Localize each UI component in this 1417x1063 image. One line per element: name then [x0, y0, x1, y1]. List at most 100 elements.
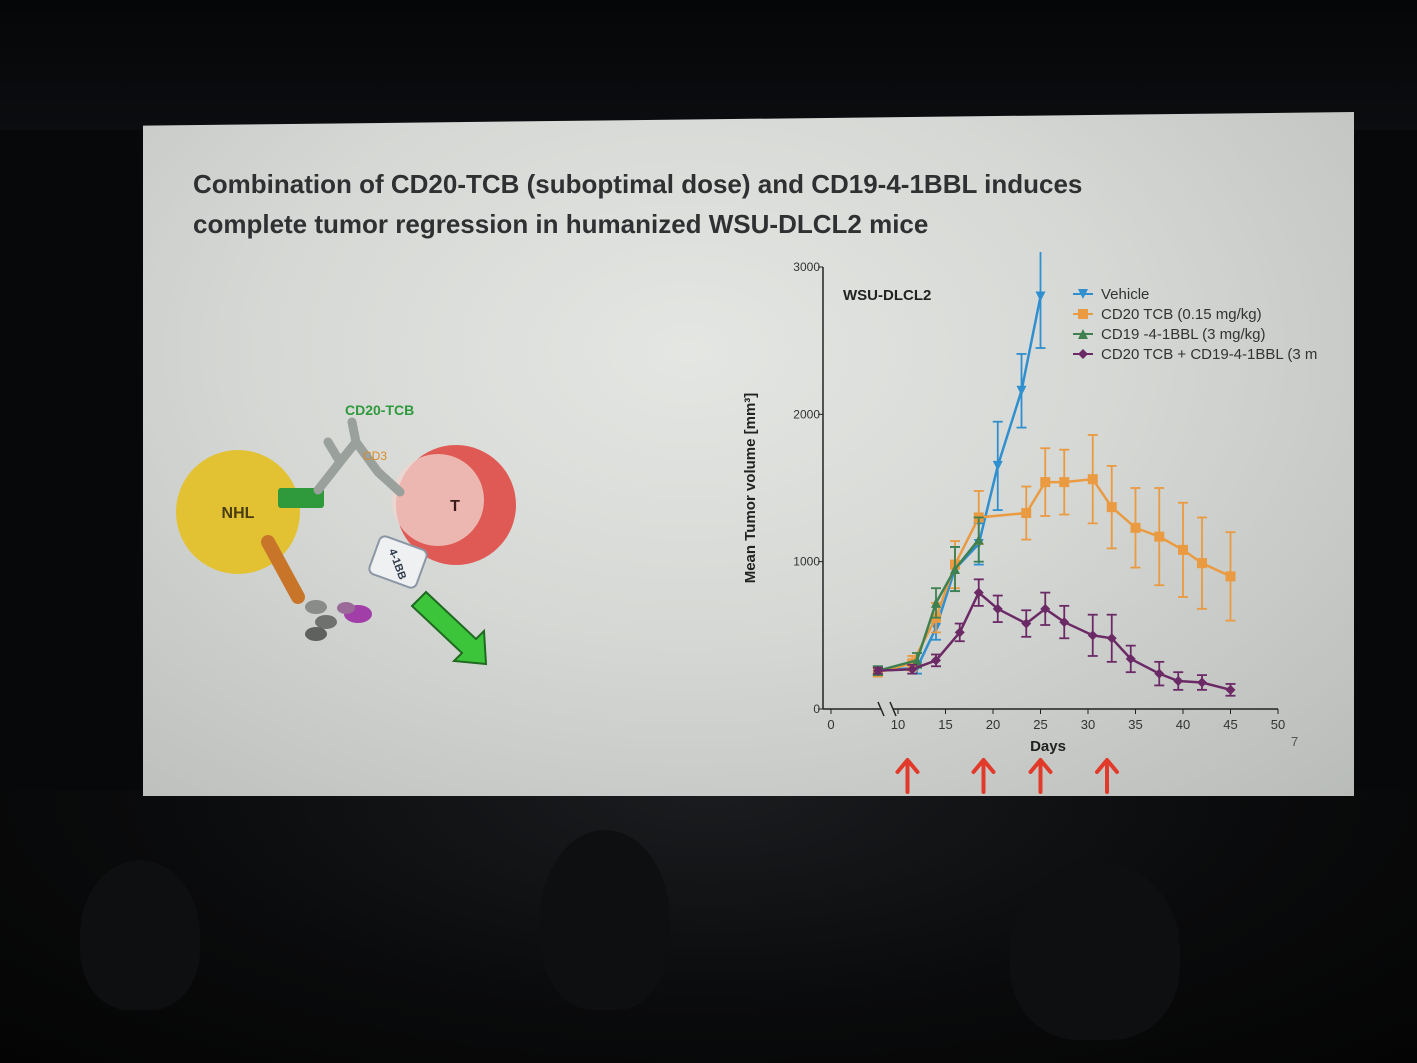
data-point	[1154, 531, 1165, 542]
cd3-label: CD3	[363, 449, 387, 463]
y-ticks: 0 1000 2000 3000	[793, 260, 823, 716]
tcb-antibody	[313, 417, 405, 497]
data-point	[1225, 684, 1236, 695]
x-tick-label: 25	[1033, 717, 1047, 732]
data-point	[907, 664, 918, 675]
treatment-arrow	[1028, 758, 1053, 794]
x-tick-label: 20	[986, 717, 1000, 732]
data-point	[872, 665, 883, 676]
legend-label: CD20 TCB + CD19-4-1BBL (3 mg/kg)	[1101, 346, 1318, 363]
mechanism-diagram: NHL T CD20-TCB CD3 4-1BB	[176, 402, 516, 666]
x-tick-label: 15	[938, 717, 952, 732]
data-point	[1078, 349, 1088, 359]
data-point	[1197, 558, 1207, 569]
data-point	[1178, 544, 1188, 555]
data-point	[1040, 477, 1051, 488]
data-point	[1016, 385, 1027, 396]
audience-head	[80, 860, 200, 1010]
fusion-domain	[305, 600, 327, 614]
data-point	[1125, 653, 1136, 664]
slide-title: Combination of CD20-TCB (suboptimal dose…	[193, 164, 1193, 244]
x-axis-label: Days	[1030, 738, 1066, 755]
treatment-arrow	[895, 758, 920, 794]
presentation-slide: Combination of CD20-TCB (suboptimal dose…	[143, 112, 1354, 796]
x-tick-label: 0	[827, 717, 834, 732]
slide-title-line-2: complete tumor regression in humanized W…	[193, 209, 929, 239]
slide-title-line-1: Combination of CD20-TCB (suboptimal dose…	[193, 169, 1083, 199]
audience-head	[540, 830, 670, 1010]
fusion-domain	[315, 615, 337, 629]
4-1bb-receptor	[368, 535, 428, 589]
data-point	[992, 603, 1003, 614]
chart-inset-label: WSU-DLCL2	[843, 287, 931, 304]
data-point	[1078, 329, 1088, 339]
data-point	[1021, 508, 1032, 519]
data-point	[1059, 477, 1070, 488]
page-number: 7	[1291, 734, 1299, 749]
legend-item: Vehicle	[1073, 286, 1149, 303]
treatment-arrow	[971, 758, 996, 794]
legend-item: CD20 TCB + CD19-4-1BBL (3 mg/kg)	[1073, 346, 1318, 363]
y-tick-label: 0	[813, 702, 820, 716]
axis-break-mark	[889, 701, 897, 717]
x-tick-label: 10	[891, 717, 905, 732]
data-point	[1059, 617, 1070, 628]
series-line	[877, 590, 1231, 692]
y-axis-label: Mean Tumor volume [mm³]	[742, 393, 759, 584]
data-point	[973, 534, 984, 545]
x-tick-label: 30	[1081, 717, 1095, 732]
data-point	[1021, 618, 1032, 629]
data-point	[973, 587, 984, 598]
y-tick-label: 2000	[793, 407, 820, 421]
x-tick-label: 45	[1223, 717, 1237, 732]
data-point	[1078, 309, 1088, 319]
y-tick-label: 3000	[793, 260, 820, 274]
data-point	[1106, 502, 1117, 513]
x-tick-label: 35	[1128, 717, 1142, 732]
legend-label: CD20 TCB (0.15 mg/kg)	[1101, 306, 1262, 323]
legend-label: Vehicle	[1101, 286, 1149, 303]
t-cell-label: T	[450, 498, 460, 515]
series-group	[872, 252, 1236, 697]
data-point	[1106, 633, 1117, 644]
highlight-arrow	[410, 590, 488, 666]
treatment-arrow	[1095, 758, 1119, 794]
x-tick-label: 50	[1271, 717, 1285, 732]
data-point	[1154, 668, 1165, 679]
data-point	[1173, 676, 1184, 687]
fusion-domain	[305, 627, 327, 641]
legend-label: CD19 -4-1BBL (3 mg/kg)	[1101, 326, 1266, 343]
t-cell-highlight	[392, 454, 484, 546]
bbl-ligand	[337, 602, 355, 614]
data-point	[1078, 289, 1088, 299]
cd20-tcb-label: CD20-TCB	[345, 402, 414, 418]
axis-break-mark	[877, 701, 885, 717]
data-point	[992, 460, 1003, 471]
data-point	[954, 627, 965, 638]
data-series	[872, 578, 1236, 697]
audience-head	[1010, 860, 1180, 1040]
data-point	[1197, 677, 1207, 688]
y-tick-label: 1000	[793, 555, 820, 569]
data-point	[1130, 522, 1141, 533]
legend: Vehicle CD20 TCB (0.15 mg/kg) CD19 -4-1BBL…	[1073, 286, 1318, 363]
x-ticks: 0 10 15 20 25 30 35 40 45 50	[827, 709, 1285, 732]
data-point	[912, 655, 922, 666]
data-point	[931, 597, 941, 608]
data-point	[1087, 630, 1098, 641]
cd20-receptor	[278, 488, 324, 508]
axis-break	[877, 701, 897, 717]
room-background-top	[0, 0, 1417, 130]
tumor-volume-chart: 0 1000 2000 3000 0 10 15 20 25 30 35 40 45 50 Days M…	[742, 252, 1318, 755]
data-point	[907, 658, 918, 669]
cd19-receptor	[261, 535, 305, 604]
legend-item: CD20 TCB (0.15 mg/kg)	[1073, 306, 1262, 323]
data-point	[950, 564, 960, 575]
nhl-label: NHL	[222, 505, 255, 522]
data-point	[1087, 474, 1098, 485]
data-point	[931, 655, 941, 666]
legend-item: CD19 -4-1BBL (3 mg/kg)	[1073, 326, 1266, 343]
audience-area	[0, 790, 1417, 1063]
data-point	[1035, 291, 1046, 302]
